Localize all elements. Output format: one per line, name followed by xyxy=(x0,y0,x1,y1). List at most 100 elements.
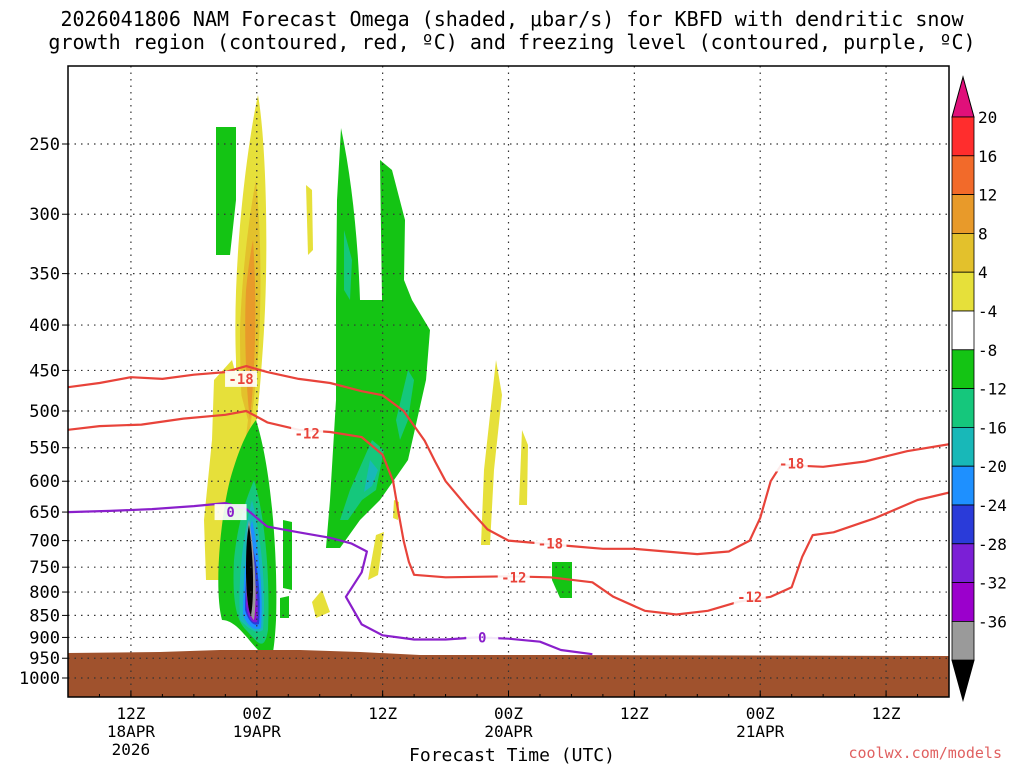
x-axis-title: Forecast Time (UTC) xyxy=(409,745,615,766)
contour-label: -18 xyxy=(228,372,253,388)
y-tick-label: 600 xyxy=(29,472,60,492)
terrain-ground xyxy=(68,650,949,697)
y-tick-label: 300 xyxy=(29,205,60,225)
y-tick-label: 500 xyxy=(29,402,60,422)
colorbar-bin xyxy=(951,543,975,583)
omega-sink-small-yellow-1 xyxy=(312,590,330,618)
omega-sink-streak-1 xyxy=(481,360,502,545)
credit-text: coolwx.com/models xyxy=(848,744,1002,762)
chart-grid xyxy=(68,66,949,697)
contour-label-bg xyxy=(291,425,324,442)
colorbar-bin xyxy=(951,232,975,273)
contour-label: -12 xyxy=(294,426,319,442)
contour-label: -18 xyxy=(779,456,804,472)
x-tick-label: 19APR xyxy=(233,722,282,741)
chart-title-line-1: 2026041806 NAM Forecast Omega (shaded, μ… xyxy=(60,7,964,31)
colorbar-bin xyxy=(951,349,975,389)
colorbar-bin xyxy=(951,155,975,196)
plot-frame xyxy=(67,65,950,698)
y-tick-label: 450 xyxy=(29,361,60,381)
x-tick-label: 2026 xyxy=(112,740,151,759)
colorbar-tick-label: 20 xyxy=(978,108,997,127)
omega-shading xyxy=(68,95,949,697)
omega-rise-band-green xyxy=(326,128,430,548)
colorbar-bin xyxy=(951,621,975,661)
colorbar-tick-label: 8 xyxy=(978,224,988,243)
y-tick-label: 800 xyxy=(29,583,60,603)
contour-label-bg xyxy=(214,504,247,521)
contour-label: -12 xyxy=(737,590,762,606)
x-tick-label: 12Z xyxy=(872,704,901,723)
contour-label: 0 xyxy=(226,505,234,521)
colorbar-tick-label: 4 xyxy=(978,263,988,282)
colorbar-bin xyxy=(951,426,975,467)
x-tick-label: 21APR xyxy=(736,722,785,741)
x-tick-label: 20APR xyxy=(484,722,533,741)
omega-rise-band-teal-2 xyxy=(396,370,414,440)
colorbar-bin xyxy=(951,271,975,312)
colorbar-tick-label: -28 xyxy=(978,535,1007,554)
contour-label-bg xyxy=(497,569,530,586)
contour-label: -18 xyxy=(538,536,563,552)
y-tick-label: 1000 xyxy=(19,669,60,689)
colorbar-bin xyxy=(951,582,975,622)
contour-label-bg xyxy=(733,588,766,605)
chart-contours: -18 -18 -18 -12 -12 -12 0 0 xyxy=(68,365,949,656)
colorbar-bin xyxy=(951,388,975,428)
y-axis: 2503003504004505005506006507007508008509… xyxy=(19,135,68,689)
colorbar-bin xyxy=(951,310,975,351)
omega-sink-tiny xyxy=(306,185,313,255)
colorbar-tick-label: -32 xyxy=(978,574,1007,593)
y-tick-label: 350 xyxy=(29,265,60,285)
y-tick-label: 750 xyxy=(29,558,60,578)
omega-rise-small-green-2 xyxy=(280,596,289,618)
colorbar-tick-label: -8 xyxy=(978,341,997,360)
omega-rise-band-teal xyxy=(344,230,352,300)
y-tick-label: 250 xyxy=(29,135,60,155)
colorbar: 20 16 12 8 4 -4 -8 -12 -16 -20 -24 -28 -32 -36 xyxy=(951,75,1007,703)
y-tick-label: 550 xyxy=(29,439,60,459)
omega-rise-small-green-1 xyxy=(283,520,292,590)
contour-label: 0 xyxy=(478,630,486,646)
x-tick-label: 00Z xyxy=(242,704,271,723)
x-tick-label: 12Z xyxy=(620,704,649,723)
omega-rise-block xyxy=(552,562,572,598)
colorbar-tick-label: 16 xyxy=(978,147,997,166)
omega-rise-band-cyan xyxy=(364,460,378,492)
x-tick-label: 00Z xyxy=(746,704,775,723)
colorbar-tick-label: 12 xyxy=(978,186,997,205)
y-tick-label: 950 xyxy=(29,649,60,669)
x-tick-label: 12Z xyxy=(116,704,145,723)
omega-rise-band-teal-3 xyxy=(340,440,384,520)
colorbar-tick-label: -20 xyxy=(978,457,1007,476)
omega-sink-streak-2 xyxy=(519,430,528,505)
colorbar-bin xyxy=(951,504,975,545)
colorbar-tick-label: -4 xyxy=(978,302,997,321)
x-tick-label: 18APR xyxy=(107,722,156,741)
colorbar-bin xyxy=(951,465,975,506)
contour-label-bg xyxy=(466,629,499,646)
colorbar-bottom-arrow xyxy=(951,659,975,703)
colorbar-bin xyxy=(951,116,975,157)
y-tick-label: 900 xyxy=(29,628,60,648)
contour-label: -12 xyxy=(501,570,526,586)
x-tick-label: 00Z xyxy=(494,704,523,723)
x-tick-label: 12Z xyxy=(368,704,397,723)
contour-line-0 xyxy=(68,365,949,556)
y-tick-label: 400 xyxy=(29,316,60,336)
colorbar-tick-label: -12 xyxy=(978,380,1007,399)
contour-label-bg xyxy=(534,535,567,552)
colorbar-tick-label: -24 xyxy=(978,496,1007,515)
y-tick-label: 650 xyxy=(29,503,60,523)
colorbar-bin xyxy=(951,194,975,234)
contour-label-bg xyxy=(775,455,808,472)
omega-rise-upper-left xyxy=(216,127,236,255)
colorbar-tick-label: -36 xyxy=(978,612,1007,631)
omega-sink-small-yellow-2 xyxy=(368,532,384,580)
colorbar-top-arrow xyxy=(951,75,975,118)
chart-title-line-2: growth region (contoured, red, ºC) and f… xyxy=(48,30,976,54)
y-tick-label: 850 xyxy=(29,606,60,626)
contour-line-1 xyxy=(68,409,949,616)
